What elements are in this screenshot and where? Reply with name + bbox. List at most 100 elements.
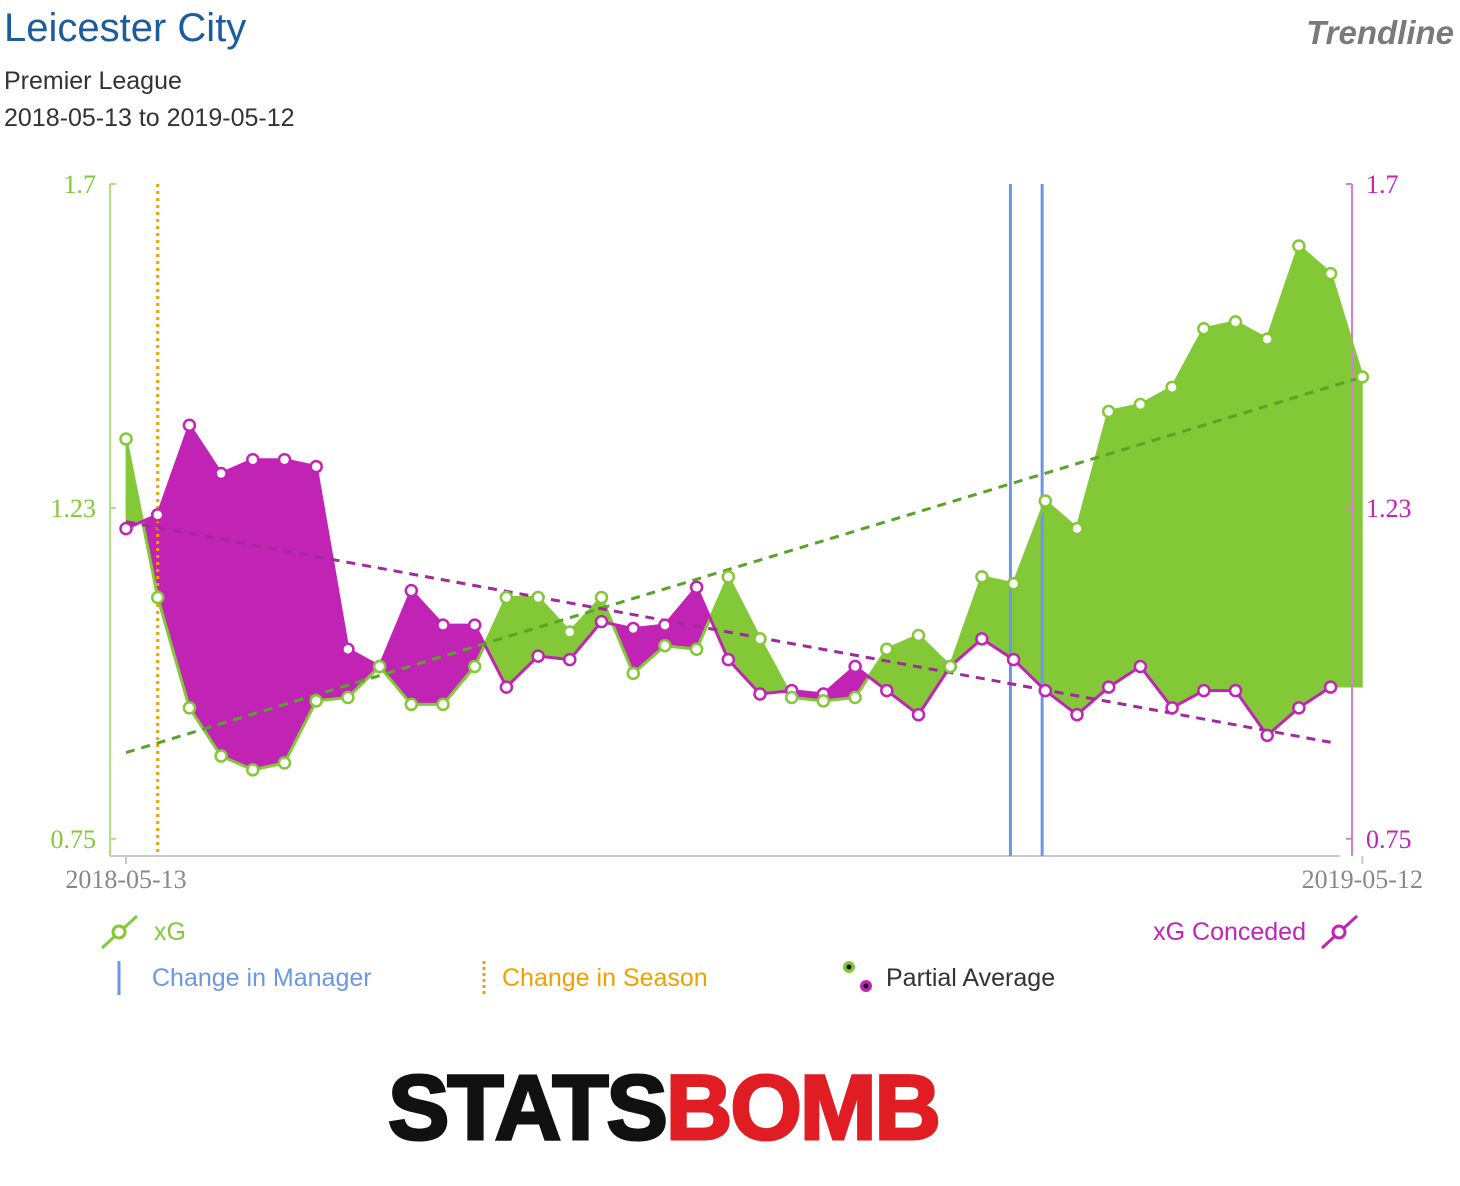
xg-conceded-point	[119, 521, 133, 536]
xg-point	[150, 590, 165, 605]
legend-partial-average-label: Partial Average	[886, 963, 1056, 992]
xg-conceded-point	[975, 632, 989, 646]
xg-conceded-point	[467, 618, 482, 632]
x-tick-label: 2018-05-13	[65, 865, 186, 894]
xg-conceded-point	[1323, 680, 1338, 694]
xg-advantage-area	[1298, 245, 1331, 709]
xg-conceded-point	[626, 621, 640, 636]
xg-conceded-point	[1038, 683, 1053, 698]
x-tick-label: 2019-05-12	[1302, 865, 1423, 894]
xg-conceded-point	[1165, 701, 1179, 715]
xg-point	[1323, 266, 1338, 281]
xg-point	[499, 590, 514, 605]
xg-point	[277, 756, 292, 770]
dotted-line-icon	[482, 961, 486, 995]
xg-point	[531, 590, 545, 605]
xg-conceded-point	[499, 680, 514, 694]
xg-conceded-point	[1101, 680, 1116, 694]
xg-conceded-point	[658, 618, 672, 632]
xg-point	[1101, 404, 1116, 419]
xg-trendline	[125, 375, 1363, 755]
xg-point	[816, 694, 831, 708]
xg-point	[943, 659, 957, 674]
xg-conceded-point	[563, 652, 577, 667]
xg-point	[404, 697, 419, 712]
xg-conceded-advantage-area	[284, 459, 317, 764]
legend-partial-average[interactable]: Partial Average	[838, 958, 1055, 998]
xg-conceded-point	[753, 687, 767, 701]
legend-change-season[interactable]: Change in Season	[480, 960, 708, 996]
xg-point	[1197, 321, 1211, 336]
xg-conceded-point	[1228, 683, 1243, 698]
xg-point	[372, 659, 387, 674]
xg-conceded-point	[1070, 707, 1084, 722]
y-tick-label-left: 1.7	[64, 170, 97, 199]
logo-text-stats: STATS	[387, 1057, 670, 1159]
logo-text-bomb: BOMB	[664, 1057, 942, 1159]
xg-point	[214, 749, 228, 763]
xg-conceded-point	[689, 580, 704, 594]
xg-conceded-point	[150, 508, 165, 522]
y-tick-label-left: 1.23	[51, 494, 97, 523]
xg-point	[467, 659, 482, 674]
xg-point	[880, 642, 894, 656]
xg-advantage-area	[1076, 411, 1110, 716]
xg-advantage-area	[1266, 245, 1300, 737]
legend-change-season-label: Change in Season	[502, 963, 708, 992]
xg-conceded-point	[182, 418, 197, 432]
legend-xg-conceded[interactable]: xG Conceded	[1153, 914, 1360, 950]
xg-advantage-area	[709, 576, 729, 660]
xg-conceded-point	[1006, 652, 1021, 667]
xg-advantage-area	[1330, 273, 1363, 688]
xg-conceded-point	[531, 649, 545, 663]
xg-point	[1133, 397, 1148, 412]
xg-conceded-point	[214, 466, 228, 481]
y-tick-label-right: 0.75	[1366, 825, 1412, 854]
xg-conceded-point	[1260, 728, 1274, 743]
xg-point	[119, 432, 133, 446]
legend-change-manager[interactable]: Change in Manager	[116, 960, 372, 996]
xg-point	[436, 697, 450, 712]
xg-point	[1292, 239, 1306, 253]
xg-advantage-area	[1203, 321, 1236, 691]
xg-point	[341, 690, 355, 705]
legend-xg-label: xG	[154, 917, 186, 946]
xg-conceded-advantage-area	[252, 459, 285, 771]
xg-point	[1165, 380, 1179, 395]
xg-point	[563, 625, 577, 639]
xg-point	[626, 666, 640, 681]
xg-point	[594, 590, 609, 605]
xg-conceded-trendline	[125, 520, 1331, 744]
xg-point	[1038, 494, 1053, 508]
xg-point	[658, 639, 672, 653]
xg-conceded-point	[436, 618, 450, 632]
xg-conceded-point	[309, 459, 323, 474]
xg-advantage-area	[981, 576, 1014, 661]
xg-line-marker-icon	[100, 914, 139, 950]
xg-point	[1260, 332, 1274, 346]
xg-point	[689, 642, 704, 656]
xg-conceded-point	[911, 707, 926, 722]
xg-conceded-point	[1292, 701, 1306, 715]
xg-conceded-point	[246, 452, 260, 467]
xg-point	[721, 570, 736, 584]
xg-point	[309, 694, 323, 708]
legend-change-manager-label: Change in Manager	[152, 963, 372, 992]
xg-point	[1070, 521, 1084, 536]
xg-conceded-line-marker-icon	[1320, 914, 1359, 950]
xg-point	[1355, 370, 1370, 384]
y-tick-label-right: 1.7	[1366, 170, 1399, 199]
xg-conceded-point	[1197, 683, 1211, 698]
xg-conceded-point	[594, 614, 609, 629]
trendline-chart: 0.75 0.75 1.23 1.23 1.7 1.7 2018-05-13 2019-05-…	[51, 170, 1423, 894]
view-mode-label[interactable]: Trendline	[1306, 14, 1454, 51]
xg-conceded-point	[341, 642, 355, 656]
date-range-label: 2018-05-13 to 2019-05-12	[4, 104, 295, 132]
legend-xg[interactable]: xG	[100, 914, 186, 950]
competition-label: Premier League	[4, 67, 182, 95]
xg-point	[911, 628, 926, 643]
xg-conceded-point	[848, 659, 862, 674]
xg-conceded-point	[404, 583, 419, 598]
xg-advantage-area	[1235, 321, 1268, 737]
xg-series-line	[124, 244, 1364, 772]
